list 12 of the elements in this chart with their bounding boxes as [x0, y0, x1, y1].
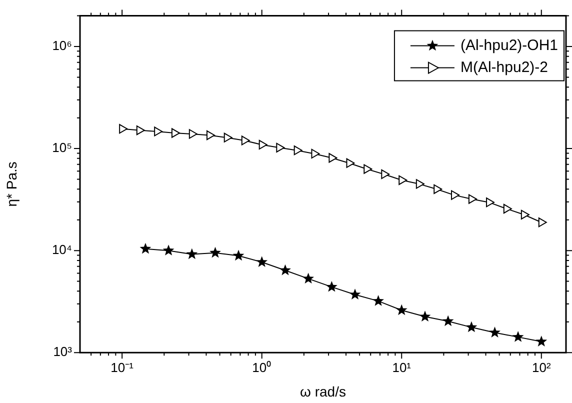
x-tick-label: 10⁻¹ [110, 360, 134, 375]
legend-label: M(Al-hpu2)-2 [460, 58, 548, 76]
y-tick-label: 10⁴ [52, 242, 72, 258]
x-tick-label: 10² [532, 360, 552, 375]
x-axis-title: ω rad/s [300, 383, 346, 400]
y-tick-label: 10⁵ [52, 140, 72, 156]
x-tick-label: 10¹ [392, 360, 412, 375]
y-tick-label: 10⁶ [52, 38, 72, 54]
x-tick-label: 10⁰ [252, 360, 272, 375]
legend-label: (Al-hpu2)-OH1 [460, 36, 558, 54]
y-axis-title: η* Pa.s [3, 162, 20, 207]
y-tick-label: 10³ [53, 344, 73, 360]
